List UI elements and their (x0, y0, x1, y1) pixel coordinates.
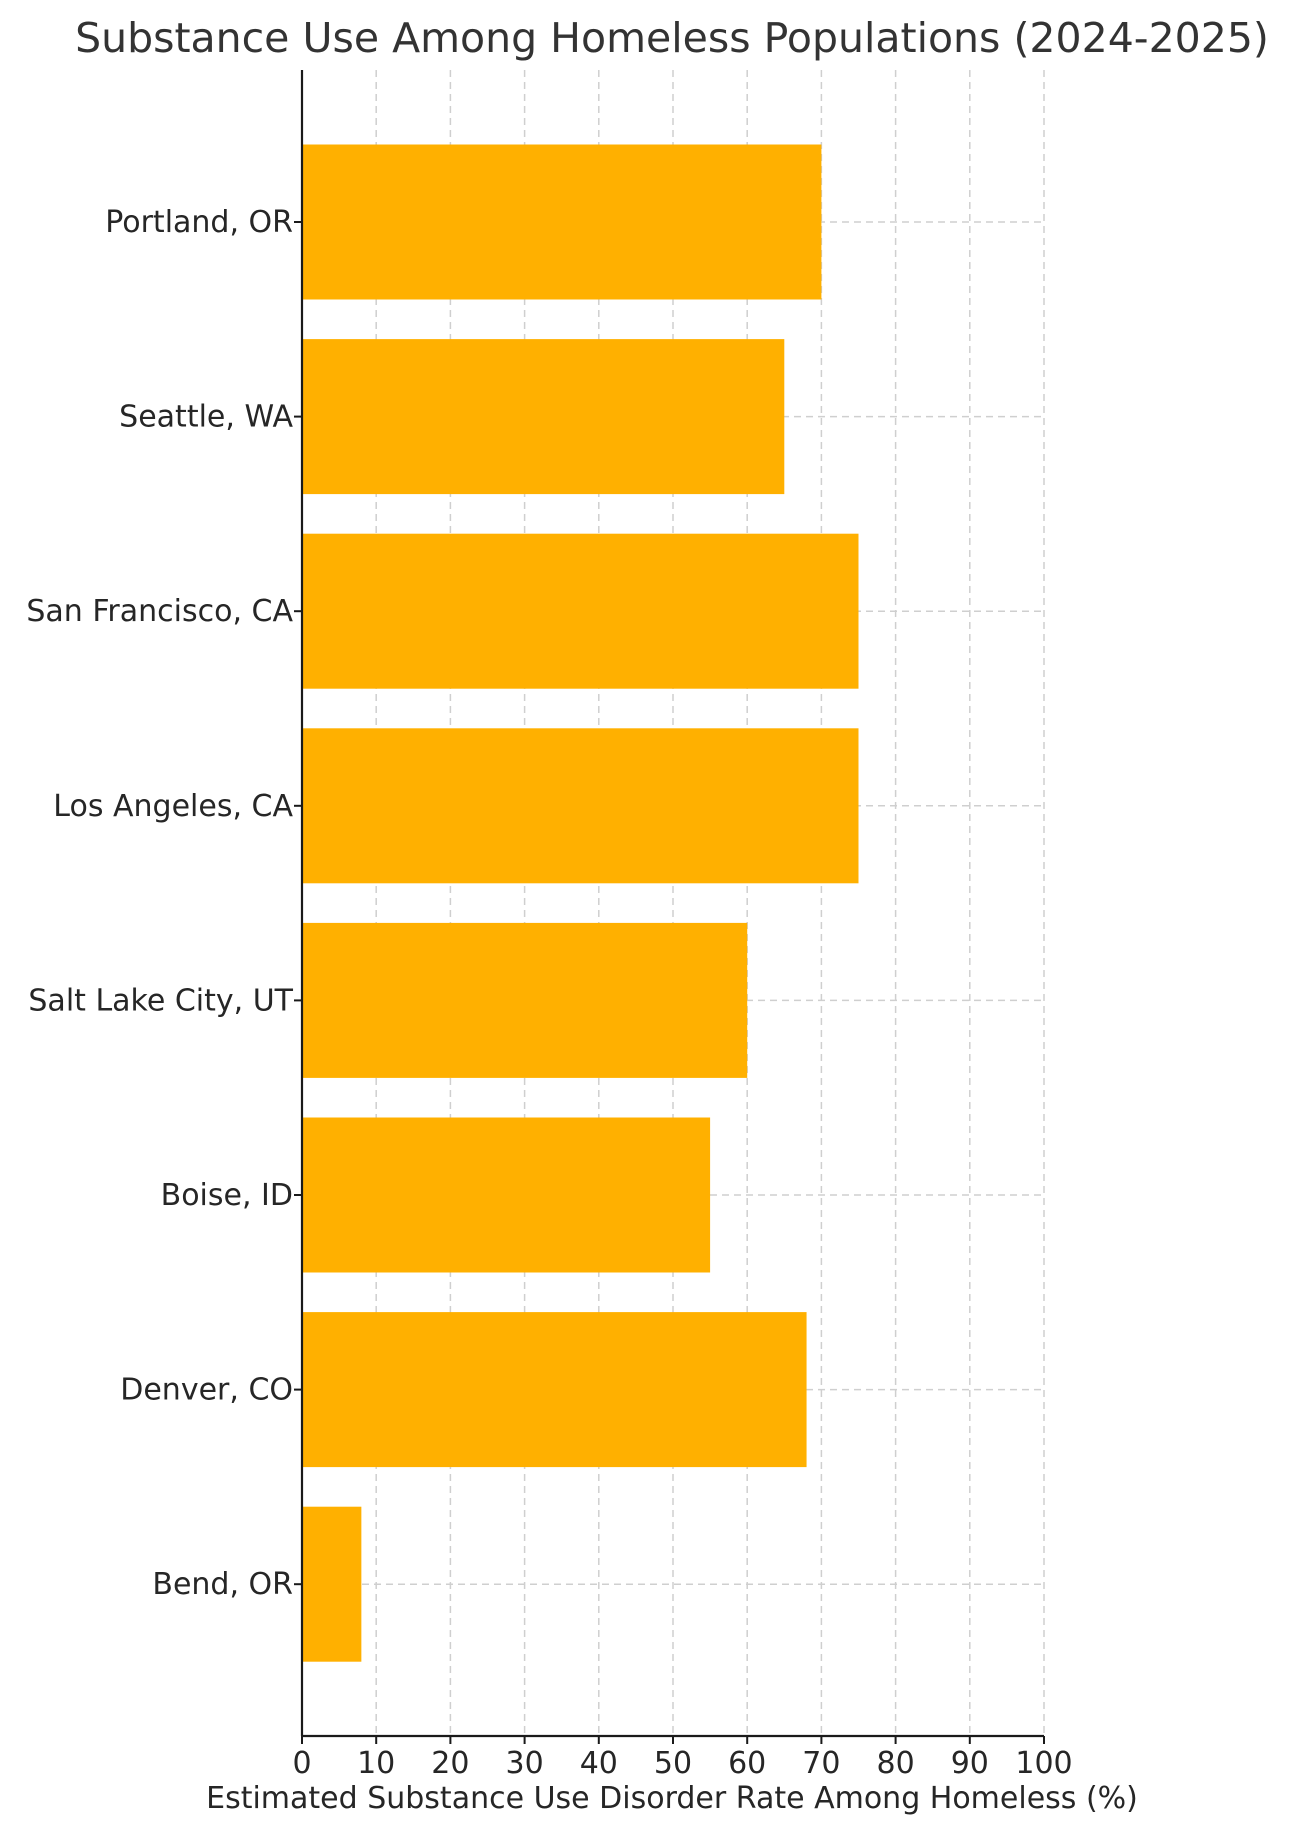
x-tick-label: 0 (292, 1746, 311, 1781)
category-label: Portland, OR (105, 205, 293, 240)
category-label: Bend, OR (152, 1567, 293, 1602)
bar (302, 1117, 711, 1273)
bar (302, 533, 859, 689)
x-tick-label: 40 (580, 1746, 618, 1781)
x-tick-label: 10 (357, 1746, 395, 1781)
category-label: Los Angeles, CA (53, 789, 293, 824)
bar (302, 728, 859, 884)
chart-title: Substance Use Among Homeless Populations… (75, 14, 1269, 62)
bar-layer (302, 144, 859, 1662)
bar (302, 1506, 362, 1662)
grid-layer (301, 70, 1045, 1736)
x-tick-labels: 0 10 20 30 40 50 60 70 80 90 100 (292, 1746, 1072, 1781)
x-tick-label: 90 (951, 1746, 989, 1781)
category-label: Salt Lake City, UT (28, 983, 293, 1018)
category-label: San Francisco, CA (26, 594, 293, 629)
x-tick-label: 50 (654, 1746, 692, 1781)
x-tick-label: 20 (431, 1746, 469, 1781)
x-axis-label: Estimated Substance Use Disorder Rate Am… (206, 1781, 1138, 1816)
axis-layer (294, 70, 1045, 1744)
x-tick-label: 70 (802, 1746, 840, 1781)
bar (302, 144, 822, 300)
x-tick-label: 30 (506, 1746, 544, 1781)
y-tick-labels: Portland, OR Seattle, WA San Francisco, CA… (26, 205, 293, 1602)
x-tick-label: 100 (1015, 1746, 1072, 1781)
x-tick-label: 80 (877, 1746, 915, 1781)
category-label: Seattle, WA (119, 400, 293, 435)
bar (302, 922, 748, 1078)
bar (302, 1312, 807, 1468)
category-label: Boise, ID (161, 1178, 293, 1213)
bar (302, 339, 785, 495)
x-tick-label: 60 (728, 1746, 766, 1781)
category-label: Denver, CO (120, 1373, 293, 1408)
